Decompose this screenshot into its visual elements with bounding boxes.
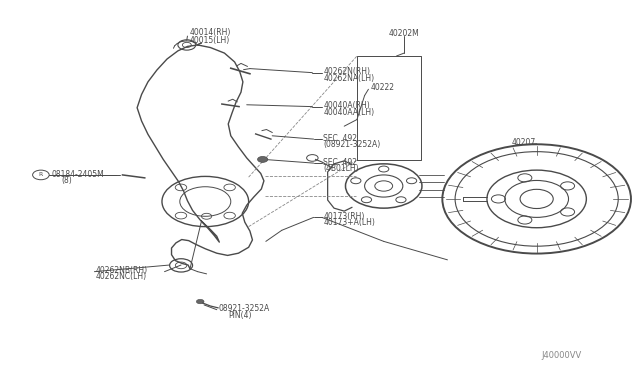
Text: 40173(RH): 40173(RH) (323, 212, 365, 221)
Text: (4B01LH): (4B01LH) (323, 164, 359, 173)
Circle shape (257, 157, 268, 162)
Text: 40262NB(RH): 40262NB(RH) (96, 266, 148, 275)
Text: PIN(4): PIN(4) (228, 311, 252, 320)
Text: 40040A(RH): 40040A(RH) (323, 101, 370, 110)
Text: 40262NC(LH): 40262NC(LH) (96, 272, 147, 281)
Text: 40262N(RH): 40262N(RH) (323, 67, 370, 76)
Text: 40040AA(LH): 40040AA(LH) (323, 108, 374, 117)
Text: 40173+A(LH): 40173+A(LH) (323, 218, 375, 227)
Text: J40000VV: J40000VV (541, 350, 582, 360)
Text: (8): (8) (61, 176, 72, 185)
Text: (08921-3252A): (08921-3252A) (323, 140, 380, 149)
Text: 40222: 40222 (371, 83, 395, 92)
Text: 40015(LH): 40015(LH) (189, 36, 230, 45)
Text: 40262NA(LH): 40262NA(LH) (323, 74, 374, 83)
Text: 40207: 40207 (511, 138, 536, 147)
Text: 08184-2405M: 08184-2405M (51, 170, 104, 179)
Text: SEC. 492: SEC. 492 (323, 134, 357, 142)
Text: 40202M: 40202M (389, 29, 420, 38)
Text: R: R (39, 173, 43, 177)
Text: SEC. 492: SEC. 492 (323, 157, 357, 167)
Text: 40014(RH): 40014(RH) (189, 28, 231, 37)
Text: 08921-3252A: 08921-3252A (218, 304, 269, 313)
Circle shape (196, 299, 204, 304)
